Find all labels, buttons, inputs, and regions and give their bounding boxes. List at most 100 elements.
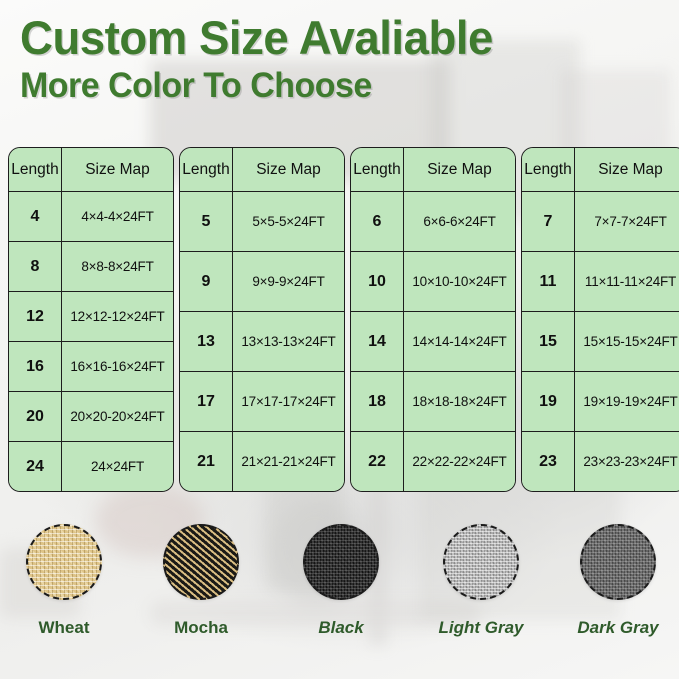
size-table-group-2: Length Size Map 5 5×5-5×24FT 9 9×9-9×24F…: [179, 147, 345, 492]
cell-length: 24: [9, 442, 62, 491]
swatch-wheat[interactable]: Wheat: [0, 524, 134, 638]
table-row: 20 20×20-20×24FT: [9, 392, 173, 442]
cell-length: 12: [9, 292, 62, 342]
table-row: 18 18×18-18×24FT: [351, 372, 515, 433]
cell-size-map: 24×24FT: [62, 442, 173, 491]
cell-size-map: 23×23-23×24FT: [575, 432, 679, 491]
swatch-label-mocha: Mocha: [174, 618, 228, 637]
cell-size-map: 5×5-5×24FT: [233, 192, 344, 253]
swatch-light-gray[interactable]: Light Gray: [411, 524, 551, 638]
table-row: 8 8×8-8×24FT: [9, 242, 173, 292]
cell-length: 17: [180, 372, 233, 433]
column-header-size-map: Size Map: [62, 148, 173, 192]
table-header-row: Length Size Map: [351, 148, 515, 192]
cell-length: 6: [351, 192, 404, 253]
size-tables: Length Size Map 4 4×4-4×24FT 8 8×8-8×24F…: [8, 147, 679, 492]
cell-size-map: 19×19-19×24FT: [575, 372, 679, 433]
swatch-disc-mocha: [163, 524, 239, 600]
swatch-label-black: Black: [318, 618, 364, 637]
table-row: 21 21×21-21×24FT: [180, 432, 344, 491]
column-header-length: Length: [522, 148, 575, 192]
table-row: 9 9×9-9×24FT: [180, 252, 344, 313]
column-header-length: Length: [9, 148, 62, 192]
table-row: 7 7×7-7×24FT: [522, 192, 679, 253]
table-header-row: Length Size Map: [522, 148, 679, 192]
cell-size-map: 18×18-18×24FT: [404, 372, 515, 433]
cell-length: 19: [522, 372, 575, 433]
table-row: 6 6×6-6×24FT: [351, 192, 515, 253]
cell-length: 20: [9, 392, 62, 442]
cell-length: 22: [351, 432, 404, 491]
table-row: 5 5×5-5×24FT: [180, 192, 344, 253]
swatch-label-dark-gray: Dark Gray: [577, 618, 659, 637]
cell-size-map: 22×22-22×24FT: [404, 432, 515, 491]
cell-length: 14: [351, 312, 404, 373]
cell-size-map: 20×20-20×24FT: [62, 392, 173, 442]
table-row: 12 12×12-12×24FT: [9, 292, 173, 342]
cell-length: 13: [180, 312, 233, 373]
cell-size-map: 21×21-21×24FT: [233, 432, 344, 491]
column-header-size-map: Size Map: [233, 148, 344, 192]
table-row: 19 19×19-19×24FT: [522, 372, 679, 433]
cell-length: 16: [9, 342, 62, 392]
cell-size-map: 14×14-14×24FT: [404, 312, 515, 373]
swatch-label-wheat: Wheat: [38, 618, 90, 637]
cell-size-map: 7×7-7×24FT: [575, 192, 679, 253]
cell-length: 9: [180, 252, 233, 313]
table-header-row: Length Size Map: [180, 148, 344, 192]
cell-length: 11: [522, 252, 575, 313]
cell-length: 21: [180, 432, 233, 491]
cell-size-map: 12×12-12×24FT: [62, 292, 173, 342]
cell-size-map: 15×15-15×24FT: [575, 312, 679, 373]
cell-length: 18: [351, 372, 404, 433]
swatch-disc-wheat: [26, 524, 102, 600]
color-swatches: Wheat Mocha Black Light Gray Dark Gray: [0, 524, 679, 674]
cell-size-map: 13×13-13×24FT: [233, 312, 344, 373]
swatch-disc-light-gray: [443, 524, 519, 600]
column-header-length: Length: [180, 148, 233, 192]
headline-primary: Custom Size Avaliable: [20, 11, 493, 64]
cell-size-map: 11×11-11×24FT: [575, 252, 679, 313]
swatch-mocha[interactable]: Mocha: [131, 524, 271, 638]
swatch-label-light-gray: Light Gray: [438, 618, 524, 637]
table-row: 16 16×16-16×24FT: [9, 342, 173, 392]
table-row: 14 14×14-14×24FT: [351, 312, 515, 373]
cell-length: 10: [351, 252, 404, 313]
table-row: 22 22×22-22×24FT: [351, 432, 515, 491]
size-table-group-1: Length Size Map 4 4×4-4×24FT 8 8×8-8×24F…: [8, 147, 174, 492]
swatch-black[interactable]: Black: [271, 524, 411, 638]
table-row: 17 17×17-17×24FT: [180, 372, 344, 433]
table-row: 23 23×23-23×24FT: [522, 432, 679, 491]
cell-length: 7: [522, 192, 575, 253]
cell-size-map: 16×16-16×24FT: [62, 342, 173, 392]
table-header-row: Length Size Map: [9, 148, 173, 192]
cell-size-map: 8×8-8×24FT: [62, 242, 173, 292]
table-row: 15 15×15-15×24FT: [522, 312, 679, 373]
cell-size-map: 6×6-6×24FT: [404, 192, 515, 253]
table-row: 10 10×10-10×24FT: [351, 252, 515, 313]
cell-size-map: 9×9-9×24FT: [233, 252, 344, 313]
cell-size-map: 10×10-10×24FT: [404, 252, 515, 313]
column-header-size-map: Size Map: [404, 148, 515, 192]
table-row: 4 4×4-4×24FT: [9, 192, 173, 242]
cell-length: 4: [9, 192, 62, 242]
table-row: 13 13×13-13×24FT: [180, 312, 344, 373]
table-row: 11 11×11-11×24FT: [522, 252, 679, 313]
headings: Custom Size Avaliable More Color To Choo…: [20, 14, 660, 104]
cell-length: 15: [522, 312, 575, 373]
cell-length: 5: [180, 192, 233, 253]
cell-length: 8: [9, 242, 62, 292]
cell-size-map: 4×4-4×24FT: [62, 192, 173, 242]
table-row: 24 24×24FT: [9, 442, 173, 491]
cell-size-map: 17×17-17×24FT: [233, 372, 344, 433]
headline-secondary: More Color To Choose: [20, 65, 372, 105]
column-header-length: Length: [351, 148, 404, 192]
swatch-dark-gray[interactable]: Dark Gray: [548, 524, 679, 638]
size-table-group-4: Length Size Map 7 7×7-7×24FT 11 11×11-11…: [521, 147, 679, 492]
swatch-disc-dark-gray: [580, 524, 656, 600]
size-table-group-3: Length Size Map 6 6×6-6×24FT 10 10×10-10…: [350, 147, 516, 492]
cell-length: 23: [522, 432, 575, 491]
swatch-disc-black: [303, 524, 379, 600]
column-header-size-map: Size Map: [575, 148, 679, 192]
